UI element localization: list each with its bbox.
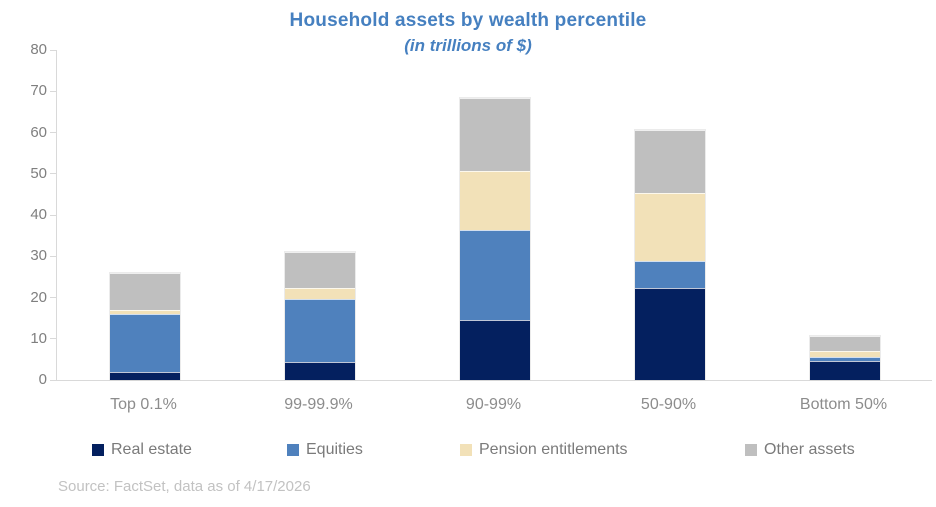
x-category-label: Top 0.1% <box>110 396 177 413</box>
y-tick-label: 40 <box>30 206 47 223</box>
bar-segment-pension-entitlements <box>809 351 880 358</box>
source-note: Source: FactSet, data as of 4/17/2026 <box>58 478 311 495</box>
x-category-label: Bottom 50% <box>799 396 888 413</box>
bar-segment-other-assets <box>284 251 355 289</box>
y-tick-label: 80 <box>30 41 47 58</box>
legend-swatch-icon <box>287 444 299 456</box>
y-axis-tick <box>50 214 56 216</box>
legend-label: Pension entitlements <box>479 441 628 458</box>
bar-segment-other-assets <box>634 130 705 194</box>
y-tick-label: 30 <box>30 247 47 265</box>
plot-area: 0 10 20 30 40 50 60 70 80 <box>30 41 932 388</box>
legend-swatch-icon <box>460 444 472 456</box>
x-category-label: 99-99.9% <box>284 396 353 413</box>
bar-segment-real-estate <box>809 360 880 380</box>
bar-segment-real-estate <box>284 361 355 380</box>
y-axis-tick <box>50 173 56 175</box>
y-tick-label: 20 <box>30 288 47 306</box>
bar-segment-pension-entitlements <box>284 288 355 300</box>
bar-segment-other-assets <box>109 273 180 311</box>
bar-segment-pension-entitlements <box>459 170 530 230</box>
y-tick-label: 50 <box>30 164 47 182</box>
legend-label: Equities <box>306 441 363 458</box>
bar-segment-pension-entitlements <box>634 193 705 261</box>
bar-segment-other-assets <box>809 335 880 352</box>
x-category-label: 90-99% <box>465 396 522 413</box>
chart-title: Household assets by wealth percentile <box>289 10 647 31</box>
y-axis-tick <box>50 49 56 51</box>
legend-label: Real estate <box>111 441 192 458</box>
y-tick-label: 10 <box>30 329 47 347</box>
bar-segment-real-estate <box>109 371 180 380</box>
bar-90-99- <box>459 97 530 380</box>
legend-swatch-icon <box>745 444 757 456</box>
y-axis-tick <box>50 338 56 340</box>
bar-segment-pension-entitlements <box>109 310 180 314</box>
legend-item-equities: Equities <box>287 441 363 459</box>
y-axis-tick <box>50 379 56 381</box>
y-axis-tick <box>50 90 56 92</box>
y-tick-label: 60 <box>30 123 47 141</box>
y-axis-tick <box>50 297 56 298</box>
x-category-label: 50-90% <box>640 396 697 413</box>
legend-item-other-assets: Other assets <box>745 441 855 459</box>
bar-segment-equities <box>459 229 530 321</box>
bar-segment-real-estate <box>634 287 705 380</box>
bar-segment-other-assets <box>459 97 530 171</box>
y-axis-tick <box>50 132 56 133</box>
legend-swatch-icon <box>92 444 104 456</box>
bar-segment-equities <box>634 260 705 288</box>
legend-item-real-estate: Real estate <box>92 441 192 459</box>
bar-segment-real-estate <box>459 320 530 380</box>
chart-subtitle: (in trillions of $) <box>404 36 532 55</box>
y-axis-tick <box>50 255 56 257</box>
bar-top-0-1- <box>109 273 180 380</box>
legend-label: Other assets <box>764 441 855 458</box>
bar-segment-equities <box>284 299 355 362</box>
bar-segment-equities <box>109 314 180 372</box>
legend: Real estate Equities Pension entitlements O… <box>0 441 936 461</box>
bar-50-90- <box>634 130 705 380</box>
y-tick-label: 0 <box>38 371 47 388</box>
legend-item-pension-entitlements: Pension entitlements <box>460 441 628 459</box>
y-tick-label: 70 <box>30 82 47 100</box>
bar-99-99-9- <box>284 251 355 380</box>
bar-segment-equities <box>809 357 880 361</box>
bar-bottom-50- <box>809 335 880 380</box>
